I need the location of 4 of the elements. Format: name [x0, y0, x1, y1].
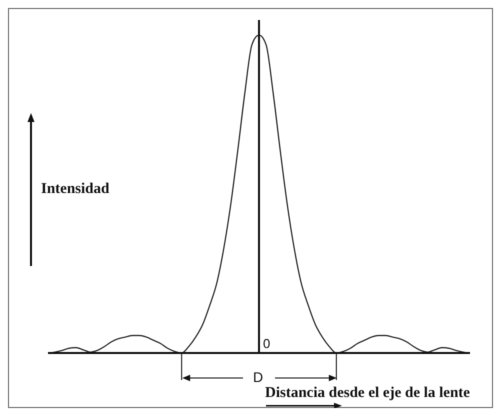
x-axis-title: Distancia desde el eje de la lente [265, 385, 470, 402]
annotation: 0 [263, 336, 270, 351]
y-axis-title: Intensidad [41, 181, 110, 198]
text: D [253, 369, 264, 385]
